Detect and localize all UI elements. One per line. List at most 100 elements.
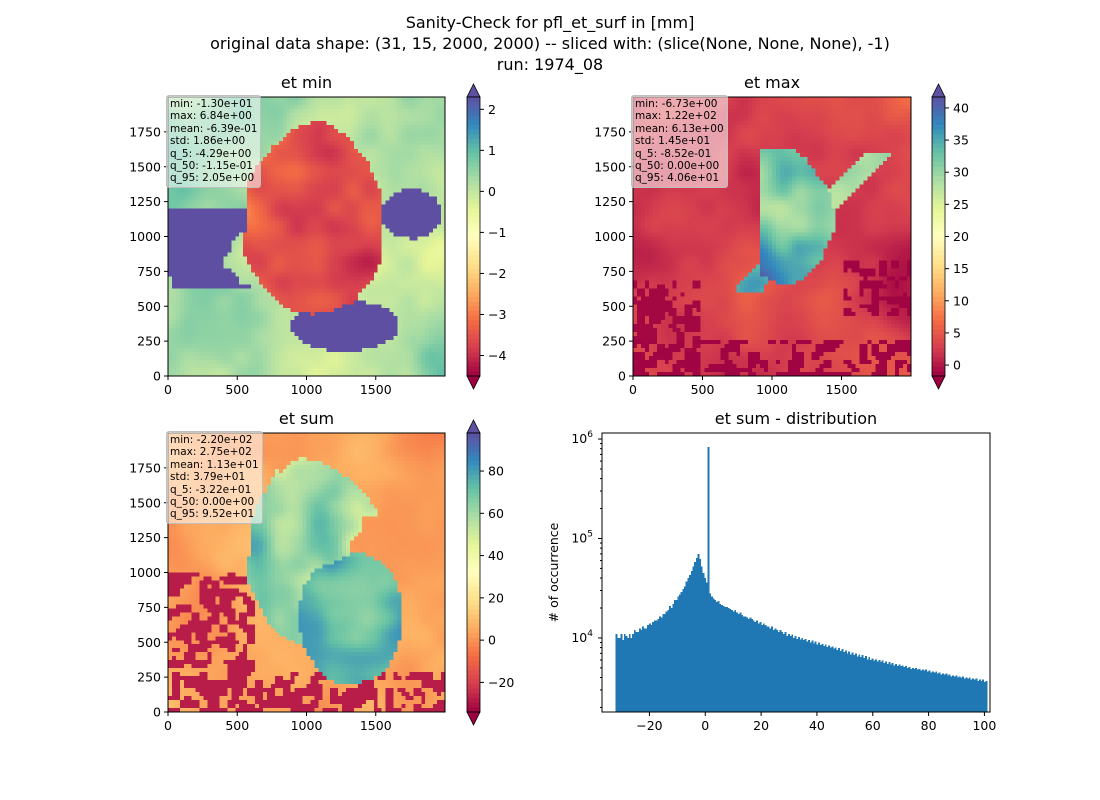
heatmap-cell <box>377 148 382 154</box>
heatmap-cell <box>369 100 375 106</box>
heatmap-cell <box>409 340 414 345</box>
heatmap-cell <box>389 104 394 110</box>
heatmap-cell <box>417 304 422 309</box>
heatmap-cell <box>437 328 442 333</box>
heatmap-cell <box>298 112 303 118</box>
heatmap-cell <box>247 304 252 309</box>
heatmap-cell <box>298 264 303 269</box>
heatmap-cell <box>365 184 371 189</box>
heatmap-cell <box>235 228 240 233</box>
heatmap-cell <box>437 236 442 241</box>
heatmap-cell <box>437 336 442 341</box>
heatmap-cell <box>346 272 351 277</box>
heatmap-cell <box>191 220 196 225</box>
heatmap-cell <box>334 188 339 193</box>
heatmap-cell <box>393 260 398 265</box>
heatmap-cell <box>346 164 351 170</box>
heatmap-cell <box>417 104 422 110</box>
heatmap-cell <box>302 344 307 349</box>
heatmap-cell <box>401 352 406 357</box>
heatmap-cell <box>306 300 311 305</box>
heatmap-cell <box>298 184 303 189</box>
heatmap-cell <box>365 296 371 301</box>
heatmap-cell <box>401 344 406 349</box>
heatmap-cell <box>306 97 311 102</box>
heatmap-cell <box>397 216 402 221</box>
heatmap-cell <box>282 208 288 213</box>
heatmap-cell <box>243 300 248 305</box>
heatmap-cell <box>215 324 220 329</box>
heatmap-cell <box>322 300 327 305</box>
heatmap-cell <box>369 328 375 333</box>
heatmap-cell <box>183 296 189 301</box>
heatmap-cell <box>353 372 359 377</box>
heatmap-cell <box>369 356 375 361</box>
heatmap-cell <box>441 120 446 126</box>
heatmap-cell <box>381 208 386 213</box>
heatmap-cell <box>278 192 284 197</box>
heatmap-cell <box>314 124 319 130</box>
heatmap-cell <box>175 280 181 285</box>
heatmap-cell <box>302 200 307 205</box>
heatmap-cell <box>338 292 343 297</box>
heatmap-cell <box>286 368 291 373</box>
heatmap-cell <box>310 180 315 185</box>
heatmap-cell <box>290 236 295 241</box>
heatmap-cell <box>401 256 406 261</box>
heatmap-cell <box>223 216 228 221</box>
heatmap-cell <box>397 308 402 313</box>
heatmap-cell <box>338 97 343 102</box>
heatmap-cell <box>183 256 189 261</box>
heatmap-cell <box>227 236 232 241</box>
heatmap-cell <box>215 368 220 373</box>
heatmap-cell <box>389 248 394 253</box>
heatmap-cell <box>306 108 311 114</box>
heatmap-cell <box>270 368 276 373</box>
heatmap-cell <box>397 276 402 281</box>
heatmap-cell <box>433 276 438 281</box>
heatmap-cell <box>369 292 375 297</box>
heatmap-cell <box>211 300 216 305</box>
heatmap-cell <box>369 304 375 309</box>
heatmap-cell <box>409 140 414 146</box>
heatmap-cell <box>397 184 402 189</box>
heatmap-cell <box>231 200 236 205</box>
heatmap-cell <box>294 124 299 130</box>
heatmap-cell <box>282 328 288 333</box>
heatmap-cell <box>179 224 185 229</box>
heatmap-cell <box>266 324 272 329</box>
heatmap-cell <box>298 176 303 181</box>
heatmap-cell <box>405 308 410 313</box>
heatmap-cell <box>425 316 430 321</box>
heatmap-cell <box>171 304 177 309</box>
heatmap-cell <box>318 200 323 205</box>
heatmap-cell <box>278 336 284 341</box>
heatmap-cell <box>286 208 291 213</box>
heatmap-cell <box>262 312 268 317</box>
heatmap-cell <box>334 360 339 365</box>
heatmap-cell <box>179 256 185 261</box>
heatmap-cell <box>409 260 414 265</box>
heatmap-cell <box>413 108 418 114</box>
heatmap-cell <box>278 296 284 301</box>
heatmap-cell <box>405 344 410 349</box>
heatmap-cell <box>282 348 288 353</box>
heatmap-cell <box>262 156 268 162</box>
heatmap-cell <box>259 180 264 185</box>
heatmap-cell <box>227 212 232 217</box>
heatmap-cell <box>369 152 375 158</box>
heatmap-cell <box>361 97 367 102</box>
heatmap-cell <box>361 228 367 233</box>
heatmap-cell <box>262 340 268 345</box>
heatmap-cell <box>282 320 288 325</box>
heatmap-cell <box>322 360 327 365</box>
heatmap-cell <box>239 240 244 245</box>
heatmap-cell <box>195 220 200 225</box>
heatmap-cell <box>211 352 216 357</box>
heatmap-cell <box>207 260 212 265</box>
heatmap-cell <box>373 280 379 285</box>
heatmap-cell <box>373 208 379 213</box>
heatmap-cell <box>377 284 382 289</box>
heatmap-cell <box>262 344 268 349</box>
heatmap-cell <box>262 97 268 102</box>
